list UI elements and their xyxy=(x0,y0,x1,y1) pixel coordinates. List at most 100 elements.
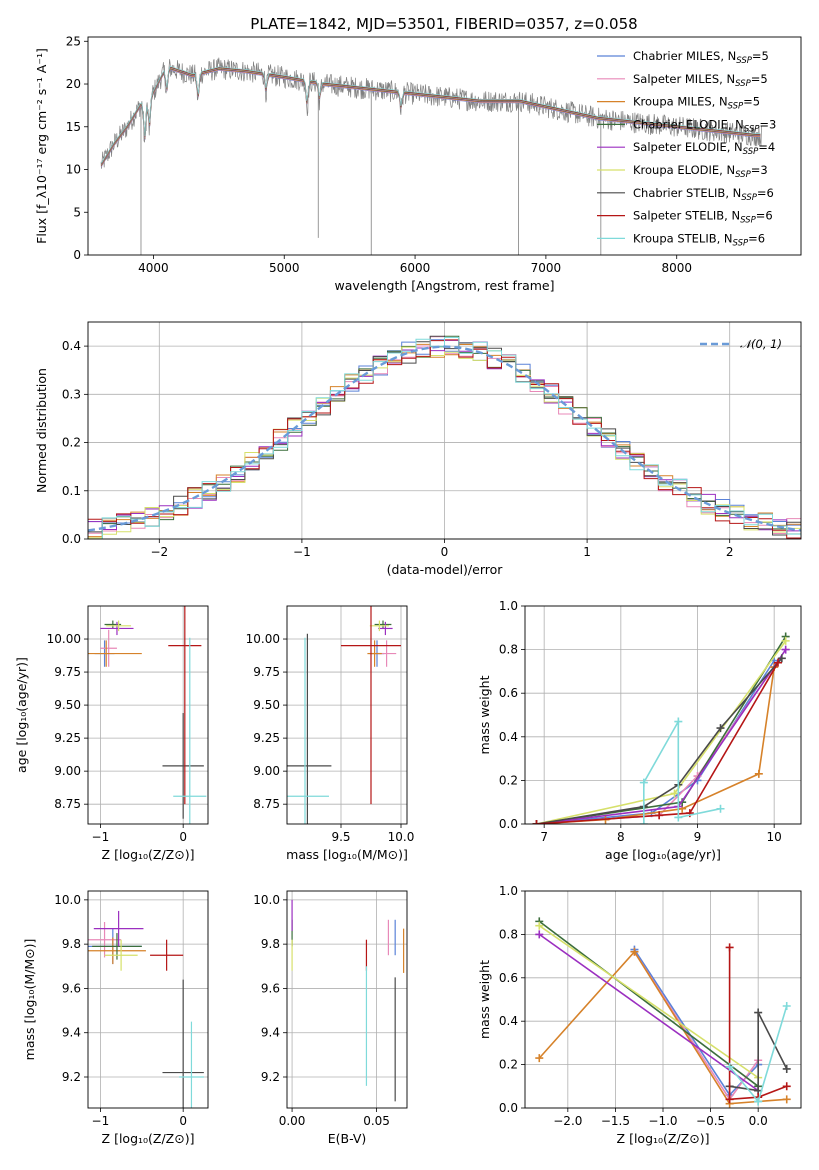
weight-age-ytick-label: 0.6 xyxy=(499,686,518,700)
weight-age-plot xyxy=(532,632,790,824)
weight-z-series-marker xyxy=(630,947,639,956)
mass-z-xlabel: Z [log₁₀(Z/Z⊙)] xyxy=(102,1131,195,1146)
weight-z-series-line xyxy=(538,920,759,1087)
legend-label: Kroupa MILES, NSSP=5 xyxy=(633,95,760,112)
weight-z-xlabel: Z [log₁₀(Z/Z⊙)] xyxy=(617,1131,710,1146)
age-mass-ytick-label: 9.25 xyxy=(253,731,280,745)
weight-z-series-marker xyxy=(535,930,544,939)
spectrum-legend: Chabrier MILES, NSSP=5 Salpeter MILES, NS… xyxy=(597,49,776,248)
weight-age-series-marker xyxy=(639,778,648,787)
age-z-plot xyxy=(88,606,207,824)
residuals-xtick-label: 0 xyxy=(441,545,449,559)
residuals-ytick-label: 0.1 xyxy=(62,484,81,498)
spectrum-ytick-label: 10 xyxy=(66,163,81,177)
mass-ebv-ytick-label: 9.6 xyxy=(261,981,280,995)
spectrum-data-line xyxy=(100,57,762,169)
weight-age-ytick-label: 0.0 xyxy=(499,817,518,831)
residuals-xlabel: (data-model)/error xyxy=(387,562,504,577)
legend-label: Chabrier STELIB, NSSP=6 xyxy=(633,186,774,203)
spectrum-xtick-label: 4000 xyxy=(138,261,169,275)
weight-z-series-marker xyxy=(782,1064,791,1073)
spectrum-xtick-label: 7000 xyxy=(531,261,562,275)
mass-z-plot xyxy=(88,910,204,1108)
mass-ebv-xtick-label: 0.05 xyxy=(363,1114,390,1128)
mass-z-xtick-label: 0 xyxy=(179,1114,187,1128)
weight-age-series-marker xyxy=(670,789,679,798)
weight-z-series-line xyxy=(538,925,759,1079)
age-z-ytick-label: 9.25 xyxy=(54,731,81,745)
weight-age-series-marker xyxy=(639,820,648,824)
weight-age-series-marker xyxy=(674,717,683,726)
spectrum-xtick-label: 5000 xyxy=(269,261,300,275)
weight-age-series-marker xyxy=(754,769,763,778)
residuals-xtick-label: 1 xyxy=(583,545,591,559)
mass-z-xtick-label: −1 xyxy=(92,1114,110,1128)
weight-z-xtick-label: −1.0 xyxy=(648,1114,677,1128)
legend-label: Chabrier MILES, NSSP=5 xyxy=(633,49,769,66)
legend-label: 𝒩(0, 1) xyxy=(740,337,782,351)
mass-ebv-xlabel: E(B-V) xyxy=(328,1131,367,1146)
spectrum-frame xyxy=(87,36,802,256)
age-z-frame xyxy=(87,605,209,825)
weight-z-xtick-label: −1.5 xyxy=(601,1114,630,1128)
spectrum-xtick-label: 8000 xyxy=(661,261,692,275)
residual-hist-step xyxy=(88,337,801,539)
spectrum-model-line xyxy=(100,66,761,164)
weight-age-xtick-label: 7 xyxy=(540,830,548,844)
residuals-xtick-label: −2 xyxy=(150,545,168,559)
weight-z-series-marker xyxy=(782,1002,791,1011)
spectrum-plot xyxy=(100,57,762,255)
residuals-xtick-label: −1 xyxy=(293,545,311,559)
spectrum-ytick-label: 20 xyxy=(66,77,81,91)
weight-z-series-line xyxy=(538,933,759,1092)
weight-z-xtick-label: −2.0 xyxy=(553,1114,582,1128)
mass-z-ytick-label: 9.4 xyxy=(62,1026,81,1040)
age-mass-xlabel: mass [log₁₀(M/M⊙)] xyxy=(286,847,408,862)
spectrum-ytick-label: 0 xyxy=(73,248,81,262)
spectrum-xlabel: wavelength [Angstrom, rest frame] xyxy=(334,278,554,293)
spectrum-xtick-label: 6000 xyxy=(400,261,431,275)
weight-age-ylabel: mass weight xyxy=(477,675,492,754)
age-mass-plot xyxy=(287,606,401,824)
legend-label: Salpeter MILES, NSSP=5 xyxy=(633,72,768,89)
mass-ebv-plot xyxy=(291,899,405,1102)
residuals-frame xyxy=(87,321,802,540)
legend-label: Salpeter STELIB, NSSP=6 xyxy=(633,209,773,226)
mass-z-frame xyxy=(87,890,209,1109)
age-z-xtick-label: 0 xyxy=(179,830,187,844)
weight-age-series-line xyxy=(536,662,779,824)
age-z-xtick-label: −1 xyxy=(92,830,110,844)
mass-z-ytick-label: 9.2 xyxy=(62,1070,81,1084)
weight-age-series-marker xyxy=(781,645,790,654)
weight-age-series-marker xyxy=(774,658,782,667)
age-mass-xtick-label: 10.0 xyxy=(388,830,415,844)
weight-age-series-marker xyxy=(655,811,664,820)
mass-ebv-axes: 0.00 0.05 9.2 9.4 9.6 9.8 10.0 E(B-V) xyxy=(253,891,407,1146)
residuals-xtick-label: 2 xyxy=(726,545,734,559)
weight-z-xtick-label: −0.5 xyxy=(696,1114,725,1128)
residuals-legend: 𝒩(0, 1) xyxy=(700,337,782,351)
weight-z-ytick-label: 0.4 xyxy=(499,1014,518,1028)
residuals-plot xyxy=(88,335,801,539)
weight-z-plot xyxy=(535,917,791,1108)
weight-z-series-marker xyxy=(782,1095,791,1104)
age-mass-ytick-label: 10.00 xyxy=(246,632,280,646)
weight-age-series-marker xyxy=(716,724,725,733)
weight-age-series-marker xyxy=(781,636,790,645)
spectrum-ylabel: Flux [f_λ10⁻¹⁷ erg cm⁻² s⁻¹ A⁻¹] xyxy=(34,48,49,244)
weight-age-series-line xyxy=(536,666,775,824)
age-mass-ytick-label: 9.75 xyxy=(253,665,280,679)
weight-z-series-marker xyxy=(754,1097,763,1106)
weight-z-axes: −2.0 −1.5 −1.0 −0.5 0.0 0.0 0.2 0.4 0.6 0.8 1.0 Z [… xyxy=(477,884,801,1146)
legend-label: Salpeter ELODIE, NSSP=4 xyxy=(633,140,775,157)
age-z-ylabel: age [log₁₀(age/yr)] xyxy=(14,657,29,773)
residuals-ylabel: Normed distribution xyxy=(34,368,49,493)
weight-age-series-marker xyxy=(674,813,683,822)
weight-z-ytick-label: 1.0 xyxy=(499,884,518,898)
spectrum-ytick-label: 5 xyxy=(73,205,81,219)
residuals-ytick-label: 0.4 xyxy=(62,339,81,353)
mass-ebv-ytick-label: 9.4 xyxy=(261,1026,280,1040)
weight-age-series-marker xyxy=(777,654,786,663)
legend-label: Chabrier ELODIE, NSSP=3 xyxy=(633,117,776,134)
age-mass-ytick-label: 9.00 xyxy=(253,764,280,778)
